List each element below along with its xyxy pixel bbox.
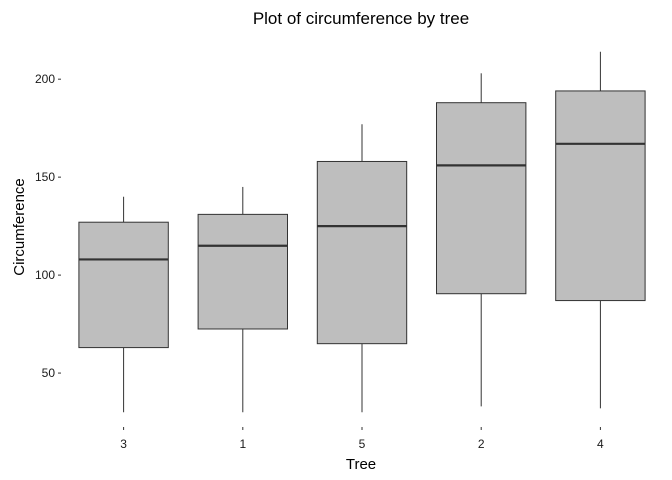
y-axis-title: Circumference [11,178,28,276]
box-body [78,221,169,349]
x-tick-label: 3 [120,437,127,451]
box-2 [436,73,527,407]
y-tick-label: 200 [35,72,55,86]
box-3 [78,196,169,413]
y-tick-label: 100 [35,268,55,282]
y-tick-label: 150 [35,170,55,184]
chart-title: Plot of circumference by tree [253,9,469,28]
box-1 [197,186,289,413]
x-tick-label: 5 [359,437,366,451]
x-tick-label: 2 [478,437,485,451]
boxes-layer [78,51,646,413]
box-body [555,90,646,302]
box-body [436,102,527,295]
x-axis-title: Tree [346,456,376,473]
y-axis: 50 100 150 200 [35,72,61,380]
box-body [197,213,289,330]
x-tick-label: 1 [239,437,246,451]
box-body [316,160,408,345]
box-4 [555,51,646,409]
x-axis: 3 1 5 2 4 [120,427,604,451]
x-tick-label: 4 [597,437,604,451]
y-tick-label: 50 [42,366,56,380]
box-5 [316,124,408,413]
